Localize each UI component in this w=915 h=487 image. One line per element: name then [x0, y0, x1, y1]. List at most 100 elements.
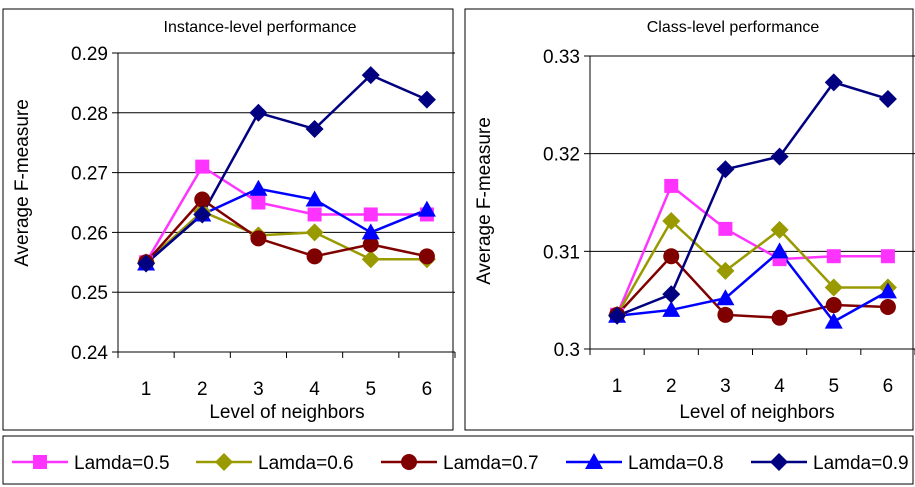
class-series-line-3 — [616, 249, 889, 324]
instance-data-point-2-2 — [250, 230, 267, 247]
instance-y-axis-label: Average F-measure — [12, 99, 33, 267]
instance-y-tick-label: 0.24 — [71, 343, 108, 364]
class-y-tick-label: 0.33 — [543, 47, 580, 68]
legend-label-1: Lamda=0.6 — [258, 453, 354, 474]
instance-data-point-2-4 — [362, 236, 379, 253]
class-series-line-2 — [616, 254, 888, 320]
instance-data-point-2-1 — [194, 191, 211, 208]
instance-data-point-3-2 — [249, 179, 268, 196]
instance-y-tick-label: 0.27 — [71, 164, 108, 185]
class-series-line-4 — [616, 80, 889, 317]
class-data-point-1-1 — [662, 212, 681, 231]
instance-x-tick-label: 6 — [422, 379, 433, 400]
class-data-point-4-1 — [662, 285, 681, 304]
class-data-point-4-0 — [608, 306, 627, 325]
legend-label-0: Lamda=0.5 — [74, 453, 170, 474]
legend-label-4: Lamda=0.9 — [813, 453, 909, 474]
class-data-point-2-1 — [663, 248, 680, 265]
class-level-chart: Class-level performance Average F-measur… — [464, 8, 915, 431]
instance-x-tick-label: 4 — [309, 379, 320, 400]
instance-plot-area: 0.24 0.25 0.26 0.27 0.28 0.29 1 2 3 4 5 6 — [71, 44, 456, 400]
instance-data-point-2-5 — [418, 248, 435, 265]
legend: Lamda=0.5 Lamda=0.6 Lamda=0.7 Lamda=0.8 Lamd… — [2, 435, 914, 485]
legend-marker-1 — [215, 453, 233, 471]
class-data-point-2-5 — [879, 299, 896, 316]
class-data-point-1-2 — [716, 261, 735, 280]
instance-series-line-1 — [145, 210, 427, 264]
class-x-tick-label: 4 — [774, 376, 785, 397]
class-x-tick-label: 3 — [720, 376, 731, 397]
class-y-tick-label: 0.31 — [543, 242, 580, 263]
legend-marker-0 — [33, 455, 47, 469]
class-chart-frame — [464, 8, 914, 431]
class-data-point-0-5 — [880, 249, 895, 264]
legend-frame — [2, 435, 914, 485]
instance-data-point-1-4 — [361, 250, 380, 269]
class-data-point-4-3 — [770, 147, 789, 166]
instance-y-tick-label: 0.29 — [71, 44, 108, 65]
instance-series-line-4 — [145, 73, 428, 265]
class-data-point-4-4 — [824, 73, 843, 92]
instance-data-point-3-3 — [305, 190, 324, 207]
class-data-point-1-3 — [770, 220, 789, 239]
class-x-axis-label: Level of neighbors — [679, 402, 834, 423]
instance-data-point-0-2 — [251, 195, 266, 210]
instance-x-tick-label: 5 — [365, 379, 376, 400]
instance-data-point-3-4 — [361, 223, 380, 240]
instance-chart-frame — [2, 8, 454, 431]
instance-data-point-4-1 — [193, 205, 212, 224]
class-x-tick-label: 6 — [883, 376, 894, 397]
legend-label-2: Lamda=0.7 — [443, 453, 539, 474]
instance-data-point-3-5 — [417, 200, 436, 217]
class-data-point-3-1 — [662, 300, 681, 317]
class-series-line-0 — [615, 183, 888, 316]
class-x-tick-label: 5 — [828, 376, 839, 397]
class-data-point-3-2 — [716, 289, 735, 306]
instance-data-point-4-2 — [249, 103, 268, 122]
instance-x-tick-label: 3 — [253, 379, 264, 400]
class-data-point-4-2 — [716, 160, 735, 179]
class-data-point-3-4 — [824, 312, 843, 329]
instance-y-tick-label: 0.26 — [71, 223, 108, 244]
class-data-point-2-2 — [717, 306, 734, 323]
instance-chart-title: Instance-level performance — [164, 19, 357, 36]
instance-data-point-0-3 — [307, 207, 322, 222]
class-x-tick-label: 2 — [666, 376, 677, 397]
class-y-tick-label: 0.3 — [554, 340, 580, 361]
class-y-tick-label: 0.32 — [543, 145, 580, 166]
class-data-point-3-5 — [878, 282, 897, 299]
legend-label-3: Lamda=0.8 — [628, 453, 724, 474]
class-data-point-0-4 — [826, 249, 841, 264]
class-data-point-1-4 — [824, 278, 843, 297]
instance-y-tick-label: 0.28 — [71, 104, 108, 125]
instance-x-tick-label: 2 — [197, 379, 208, 400]
legend-marker-3 — [585, 453, 603, 469]
instance-series-line-0 — [145, 164, 427, 263]
class-plot-area: 0.3 0.31 0.32 0.33 1 2 3 4 5 6 — [543, 47, 915, 397]
class-chart-title: Class-level performance — [647, 19, 820, 36]
instance-data-point-0-4 — [363, 207, 378, 222]
instance-data-point-4-5 — [417, 90, 436, 109]
class-x-tick-label: 1 — [612, 376, 623, 397]
instance-data-point-1-3 — [305, 223, 324, 242]
instance-data-point-4-3 — [305, 119, 324, 138]
class-data-point-0-1 — [664, 178, 679, 193]
instance-x-axis-label: Level of neighbors — [209, 402, 364, 423]
legend-marker-4 — [770, 453, 788, 471]
instance-data-point-4-0 — [137, 254, 156, 273]
class-data-point-3-3 — [770, 242, 789, 259]
class-data-point-2-4 — [825, 297, 842, 314]
class-series-line-1 — [616, 219, 888, 316]
class-data-point-4-5 — [878, 89, 897, 108]
instance-data-point-2-3 — [306, 248, 323, 265]
instance-data-point-4-4 — [361, 66, 380, 85]
instance-series-line-2 — [145, 197, 428, 264]
instance-data-point-0-1 — [195, 159, 210, 174]
class-y-axis-label: Average F-measure — [474, 117, 495, 285]
instance-x-tick-label: 1 — [141, 379, 152, 400]
legend-marker-2 — [401, 454, 417, 470]
instance-y-tick-label: 0.25 — [71, 283, 108, 304]
class-data-point-0-2 — [718, 221, 733, 236]
instance-level-chart: Instance-level performance Average F-mea… — [2, 8, 456, 431]
